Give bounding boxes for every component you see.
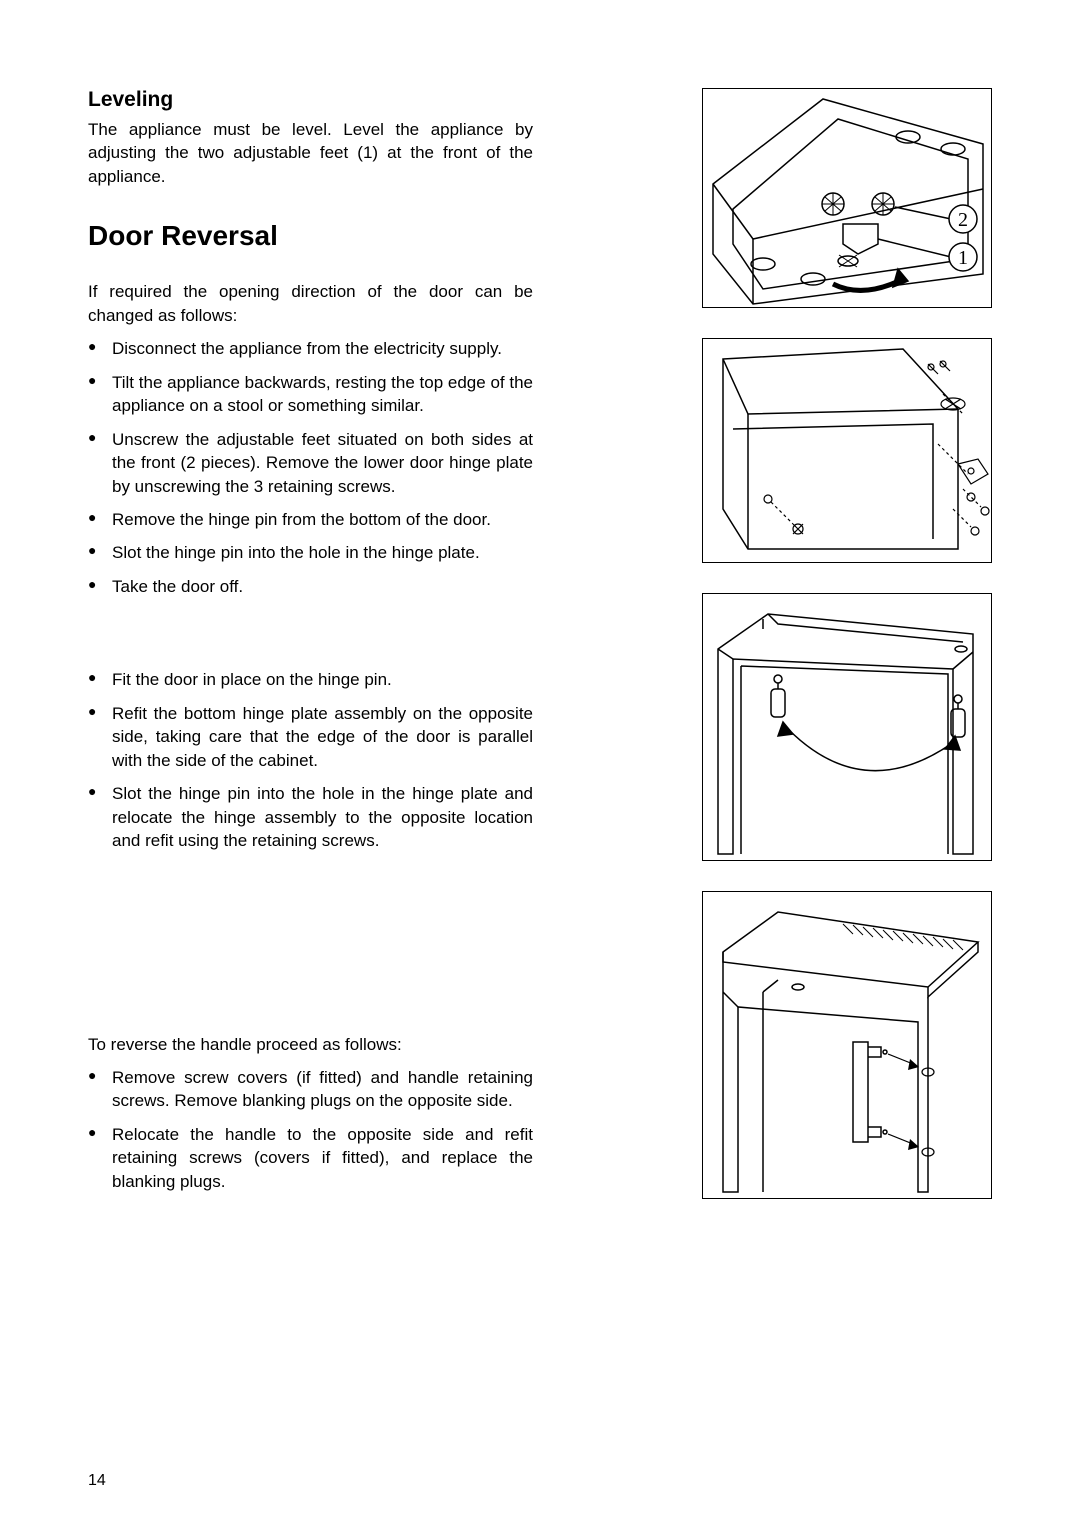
list-item: Fit the door in place on the hinge pin. <box>88 668 533 691</box>
list-item: Slot the hinge pin into the hole in the … <box>88 782 533 852</box>
figure-handle-reversal <box>702 891 992 1199</box>
door-reversal-intro: If required the opening direction of the… <box>88 280 533 327</box>
handle-steps: Remove screw covers (if fitted) and hand… <box>88 1066 533 1193</box>
callout-2: 2 <box>958 209 968 231</box>
figure-hinge-removal <box>702 338 992 563</box>
list-item: Unscrew the adjustable feet situated on … <box>88 428 533 498</box>
callout-1: 1 <box>958 247 968 269</box>
list-item: Slot the hinge pin into the hole in the … <box>88 541 533 564</box>
list-item: Take the door off. <box>88 575 533 598</box>
figure-leveling-feet: 2 1 <box>702 88 992 308</box>
leveling-heading: Leveling <box>88 88 533 112</box>
list-item: Remove screw covers (if fitted) and hand… <box>88 1066 533 1113</box>
door-reversal-steps-1: Disconnect the appliance from the electr… <box>88 337 533 598</box>
page-number: 14 <box>88 1472 106 1490</box>
list-item: Tilt the appliance backwards, resting th… <box>88 371 533 418</box>
list-item: Remove the hinge pin from the bottom of … <box>88 508 533 531</box>
leveling-text: The appliance must be level. Level the a… <box>88 118 533 188</box>
figure-hinge-relocate <box>702 593 992 861</box>
handle-intro: To reverse the handle proceed as follows… <box>88 1033 533 1056</box>
list-item: Relocate the handle to the opposite side… <box>88 1123 533 1193</box>
door-reversal-steps-2: Fit the door in place on the hinge pin. … <box>88 668 533 852</box>
list-item: Disconnect the appliance from the electr… <box>88 337 533 360</box>
list-item: Refit the bottom hinge plate assembly on… <box>88 702 533 772</box>
door-reversal-heading: Door Reversal <box>88 220 533 252</box>
